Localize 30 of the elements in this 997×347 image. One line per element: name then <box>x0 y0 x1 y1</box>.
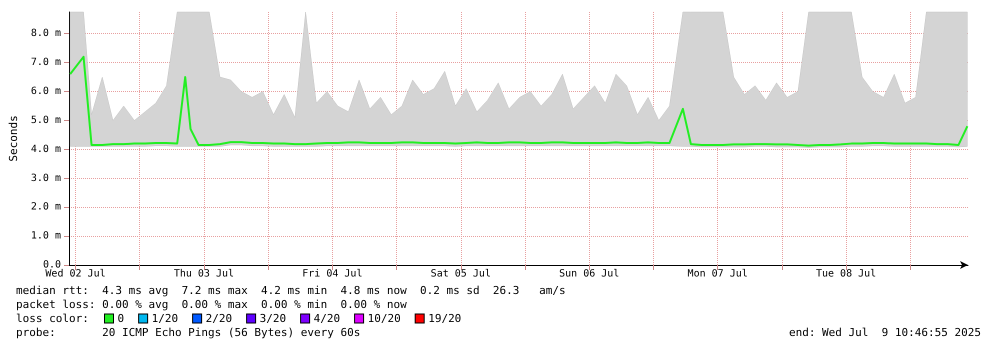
y-tick-label: 8.0 m <box>30 28 61 40</box>
text: median rtt: 4.3 ms avg 7.2 ms max 4.2 ms min 4.8 ms now 0.2 ms sd 26.3 am/s <box>16 284 566 297</box>
y-axis-title: Seconds <box>7 115 20 162</box>
x-tick-label: Thu 03 Jul <box>174 268 234 280</box>
x-tick-label: Sun 06 Jul <box>559 268 620 280</box>
legend-title: loss color: <box>16 312 89 325</box>
legend-label: 1/20 <box>152 312 178 325</box>
x-tick-label: Mon 07 Jul <box>688 268 748 280</box>
text: probe: 20 ICMP Echo Pings (56 Bytes) every 60s <box>16 326 360 339</box>
y-tick-label: 6.0 m <box>30 86 61 98</box>
legend-label: 19/20 <box>428 312 462 325</box>
y-tick-label: 1.0 m <box>30 230 61 242</box>
legend-label: 10/20 <box>368 312 401 325</box>
y-tick-label: 0.0 <box>42 260 61 270</box>
x-tick-label: Wed 02 Jul <box>45 268 106 280</box>
legend-label: 4/20 <box>314 312 340 325</box>
y-tick-label: 5.0 m <box>30 114 61 126</box>
y-tick-label: 3.0 m <box>30 172 61 184</box>
text: end: Wed Jul 9 10:46:55 2025 <box>788 326 982 339</box>
x-tick-label: Sat 05 Jul <box>430 268 491 280</box>
line-series <box>69 56 968 147</box>
x-tick-label: Tue 08 Jul <box>816 268 876 280</box>
legend-label: 0 <box>118 312 124 325</box>
y-tick-label: 7.0 m <box>30 57 61 68</box>
x-tick-label: Fri 04 Jul <box>302 268 362 280</box>
legend-label: 3/20 <box>260 312 286 325</box>
y-tick-label: 4.0 m <box>30 144 61 155</box>
text: packet loss: 0.00 % avg 0.00 % max 0.00 % min 0.00 % now <box>16 298 408 311</box>
legend-label: 2/20 <box>206 312 232 325</box>
y-tick-label: 2.0 m <box>30 202 61 213</box>
